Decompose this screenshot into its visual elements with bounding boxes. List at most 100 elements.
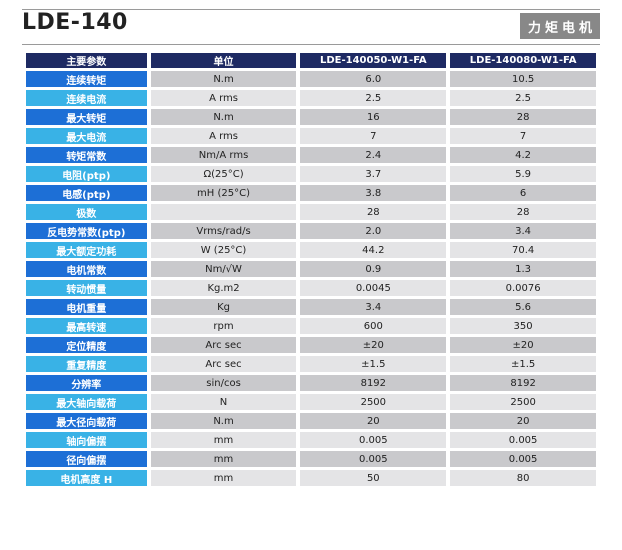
table-row: 极数 28 28	[26, 204, 596, 220]
row-unit-cell	[150, 204, 297, 220]
row-value-model-2: 28	[450, 204, 596, 220]
row-value-model-1: ±20	[300, 337, 447, 353]
row-value-model-1: 600	[300, 318, 447, 334]
row-unit-cell: N	[150, 394, 297, 410]
spec-table: 主要参数 单位 LDE-140050-W1-FA LDE-140080-W1-F…	[22, 50, 600, 489]
row-value-model-1: 3.7	[300, 166, 447, 182]
row-unit-cell: rpm	[150, 318, 297, 334]
row-param-label: 重复精度	[26, 356, 147, 372]
row-value-model-1: 7	[300, 128, 447, 144]
row-param-label: 径向偏摆	[26, 451, 147, 467]
row-value-model-1: 0.005	[300, 451, 447, 467]
row-value-model-1: 2.4	[300, 147, 447, 163]
table-row: 定位精度 Arc sec ±20 ±20	[26, 337, 596, 353]
row-value-model-1: 3.8	[300, 185, 447, 201]
row-value-model-1: 50	[300, 470, 447, 486]
row-value-model-1: 2.5	[300, 90, 447, 106]
top-rule	[22, 9, 600, 10]
row-value-model-2: 2500	[450, 394, 596, 410]
table-row: 重复精度 Arc sec ±1.5 ±1.5	[26, 356, 596, 372]
table-row: 电阻(ptp) Ω(25°C) 3.7 5.9	[26, 166, 596, 182]
row-unit-cell: Arc sec	[150, 337, 297, 353]
row-value-model-2: ±20	[450, 337, 596, 353]
row-param-label: 转矩常数	[26, 147, 147, 163]
row-value-model-2: 80	[450, 470, 596, 486]
row-unit-cell: N.m	[150, 71, 297, 87]
table-row: 转动惯量 Kg.m2 0.0045 0.0076	[26, 280, 596, 296]
row-value-model-2: 0.0076	[450, 280, 596, 296]
row-unit-cell: Nm/√W	[150, 261, 297, 277]
table-row: 电感(ptp) mH (25°C) 3.8 6	[26, 185, 596, 201]
table-row: 连续电流 A rms 2.5 2.5	[26, 90, 596, 106]
table-row: 最大电流 A rms 7 7	[26, 128, 596, 144]
row-unit-cell: Ω(25°C)	[150, 166, 297, 182]
column-header-unit: 单位	[150, 53, 297, 68]
row-value-model-1: 6.0	[300, 71, 447, 87]
row-unit-cell: Nm/A rms	[150, 147, 297, 163]
page-title: LDE-140	[22, 10, 128, 35]
row-value-model-1: 0.9	[300, 261, 447, 277]
row-value-model-2: 0.005	[450, 451, 596, 467]
header-divider	[22, 44, 600, 45]
row-value-model-2: 5.6	[450, 299, 596, 315]
row-param-label: 连续转矩	[26, 71, 147, 87]
row-value-model-1: 8192	[300, 375, 447, 391]
category-badge-label: 力矩电机	[527, 20, 596, 36]
row-value-model-2: 350	[450, 318, 596, 334]
row-unit-cell: mm	[150, 470, 297, 486]
column-header-model-1: LDE-140050-W1-FA	[300, 53, 447, 68]
category-badge: 力矩电机	[520, 13, 600, 39]
row-value-model-2: ±1.5	[450, 356, 596, 372]
row-param-label: 连续电流	[26, 90, 147, 106]
row-unit-cell: Kg	[150, 299, 297, 315]
row-value-model-2: 8192	[450, 375, 596, 391]
table-row: 最大额定功耗 W (25°C) 44.2 70.4	[26, 242, 596, 258]
row-unit-cell: mm	[150, 451, 297, 467]
table-row: 轴向偏摆 mm 0.005 0.005	[26, 432, 596, 448]
row-param-label: 最大径向载荷	[26, 413, 147, 429]
row-value-model-1: 0.005	[300, 432, 447, 448]
row-value-model-1: 28	[300, 204, 447, 220]
row-unit-cell: A rms	[150, 90, 297, 106]
table-row: 连续转矩 N.m 6.0 10.5	[26, 71, 596, 87]
table-row: 电机重量 Kg 3.4 5.6	[26, 299, 596, 315]
row-value-model-1: 44.2	[300, 242, 447, 258]
row-value-model-1: 16	[300, 109, 447, 125]
row-param-label: 电机高度 H	[26, 470, 147, 486]
row-value-model-2: 4.2	[450, 147, 596, 163]
row-param-label: 分辨率	[26, 375, 147, 391]
table-row: 最大径向载荷 N.m 20 20	[26, 413, 596, 429]
row-value-model-1: 2.0	[300, 223, 447, 239]
column-header-param: 主要参数	[26, 53, 147, 68]
row-unit-cell: Arc sec	[150, 356, 297, 372]
row-param-label: 轴向偏摆	[26, 432, 147, 448]
row-param-label: 最大电流	[26, 128, 147, 144]
table-row: 最大转矩 N.m 16 28	[26, 109, 596, 125]
row-value-model-2: 3.4	[450, 223, 596, 239]
row-unit-cell: A rms	[150, 128, 297, 144]
row-unit-cell: sin/cos	[150, 375, 297, 391]
row-unit-cell: N.m	[150, 413, 297, 429]
row-param-label: 电机常数	[26, 261, 147, 277]
row-unit-cell: Vrms/rad/s	[150, 223, 297, 239]
row-unit-cell: mH (25°C)	[150, 185, 297, 201]
column-header-model-2: LDE-140080-W1-FA	[450, 53, 596, 68]
row-unit-cell: Kg.m2	[150, 280, 297, 296]
row-value-model-2: 7	[450, 128, 596, 144]
row-value-model-2: 0.005	[450, 432, 596, 448]
row-param-label: 定位精度	[26, 337, 147, 353]
row-value-model-2: 20	[450, 413, 596, 429]
row-value-model-1: 20	[300, 413, 447, 429]
table-row: 径向偏摆 mm 0.005 0.005	[26, 451, 596, 467]
row-value-model-2: 5.9	[450, 166, 596, 182]
row-param-label: 最大额定功耗	[26, 242, 147, 258]
row-unit-cell: mm	[150, 432, 297, 448]
row-value-model-2: 6	[450, 185, 596, 201]
row-value-model-2: 10.5	[450, 71, 596, 87]
row-param-label: 电机重量	[26, 299, 147, 315]
row-param-label: 反电势常数(ptp)	[26, 223, 147, 239]
row-value-model-2: 28	[450, 109, 596, 125]
table-row: 电机常数 Nm/√W 0.9 1.3	[26, 261, 596, 277]
row-value-model-1: 2500	[300, 394, 447, 410]
